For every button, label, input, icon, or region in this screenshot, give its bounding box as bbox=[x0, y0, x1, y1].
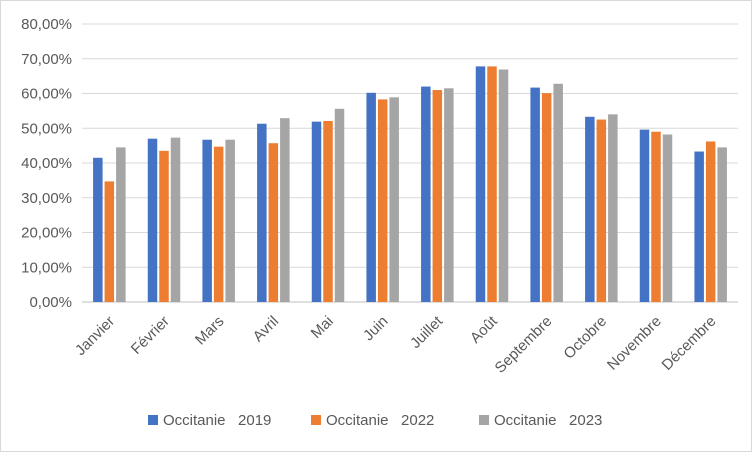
bar bbox=[662, 134, 673, 302]
x-tick-label: Septembre bbox=[492, 313, 556, 377]
legend-label: Occitanie 2019 bbox=[163, 412, 271, 429]
bar bbox=[694, 151, 704, 302]
x-tick-label: Juillet bbox=[407, 312, 447, 352]
y-axis-ticks: 0,00% 10,00% 20,00% 30,00% 40,00% 50,00% 60,00… bbox=[21, 16, 72, 311]
x-tick-label: Avril bbox=[250, 313, 282, 345]
x-tick-label: Octobre bbox=[560, 313, 610, 363]
y-tick-label: 10,00% bbox=[21, 259, 72, 276]
bar bbox=[225, 139, 235, 302]
y-tick-label: 50,00% bbox=[21, 120, 72, 137]
bar bbox=[585, 116, 595, 302]
bars bbox=[93, 66, 727, 303]
x-axis-ticks: Janvier Février Mars Avril Mai Juin Juillet Aoû… bbox=[72, 312, 720, 376]
x-tick-label: Décembre bbox=[659, 313, 720, 374]
x-tick-label: Mars bbox=[192, 313, 228, 349]
bar bbox=[475, 66, 486, 303]
bar bbox=[651, 131, 661, 302]
bar bbox=[421, 86, 431, 302]
y-tick-label: 30,00% bbox=[21, 190, 72, 207]
y-tick-label: 40,00% bbox=[21, 155, 72, 172]
bar bbox=[147, 138, 158, 302]
x-tick-label: Juin bbox=[360, 313, 391, 344]
bar bbox=[596, 119, 607, 302]
y-tick-label: 20,00% bbox=[21, 225, 72, 242]
bar bbox=[213, 146, 224, 302]
y-tick-label: 80,00% bbox=[21, 16, 72, 33]
bar bbox=[717, 147, 727, 302]
bar bbox=[432, 90, 443, 303]
bar bbox=[159, 150, 169, 302]
bar bbox=[498, 69, 509, 303]
y-tick-label: 60,00% bbox=[21, 86, 72, 103]
bar bbox=[541, 93, 552, 302]
bar bbox=[311, 121, 322, 303]
x-tick-label: Novembre bbox=[604, 313, 665, 374]
bar bbox=[323, 120, 333, 302]
legend-swatch bbox=[479, 415, 489, 425]
bar bbox=[366, 92, 376, 303]
legend-label: Occitanie 2022 bbox=[326, 412, 434, 429]
y-tick-label: 0,00% bbox=[29, 294, 72, 311]
x-tick-label: Février bbox=[128, 313, 173, 358]
bar bbox=[608, 114, 618, 302]
gridlines bbox=[82, 23, 738, 303]
legend: Occitanie 2019 Occitanie 2022 Occitanie 20… bbox=[148, 412, 602, 429]
bar bbox=[639, 129, 650, 302]
bar bbox=[705, 141, 716, 302]
bar bbox=[444, 88, 454, 302]
bar bbox=[377, 99, 388, 302]
bar bbox=[170, 137, 181, 302]
x-tick-label: Janvier bbox=[72, 313, 118, 359]
bar bbox=[389, 97, 399, 302]
bar bbox=[334, 108, 345, 302]
x-tick-label: Mai bbox=[308, 313, 337, 342]
bar bbox=[93, 157, 103, 302]
x-tick-label: Août bbox=[467, 312, 501, 346]
bar bbox=[104, 181, 115, 302]
legend-swatch bbox=[148, 415, 158, 425]
bar bbox=[202, 139, 212, 302]
bar bbox=[487, 66, 497, 303]
bar bbox=[530, 87, 540, 302]
bar bbox=[553, 83, 563, 303]
bar bbox=[280, 118, 290, 302]
legend-label: Occitanie 2023 bbox=[494, 412, 602, 429]
bar bbox=[257, 123, 267, 302]
bar bbox=[268, 143, 279, 302]
y-tick-label: 70,00% bbox=[21, 51, 72, 68]
bar bbox=[116, 147, 126, 302]
legend-swatch bbox=[311, 415, 321, 425]
